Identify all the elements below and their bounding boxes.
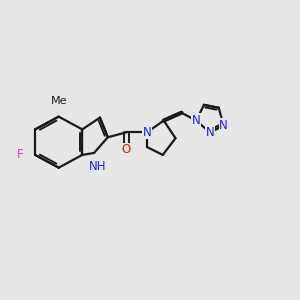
Text: Me: Me [50,96,67,106]
Text: N: N [219,119,228,132]
Text: O: O [122,143,131,157]
Text: N: N [192,114,200,127]
Text: N: N [206,126,214,139]
Text: F: F [17,148,24,161]
Text: NH: NH [89,160,107,173]
Text: N: N [143,126,152,139]
